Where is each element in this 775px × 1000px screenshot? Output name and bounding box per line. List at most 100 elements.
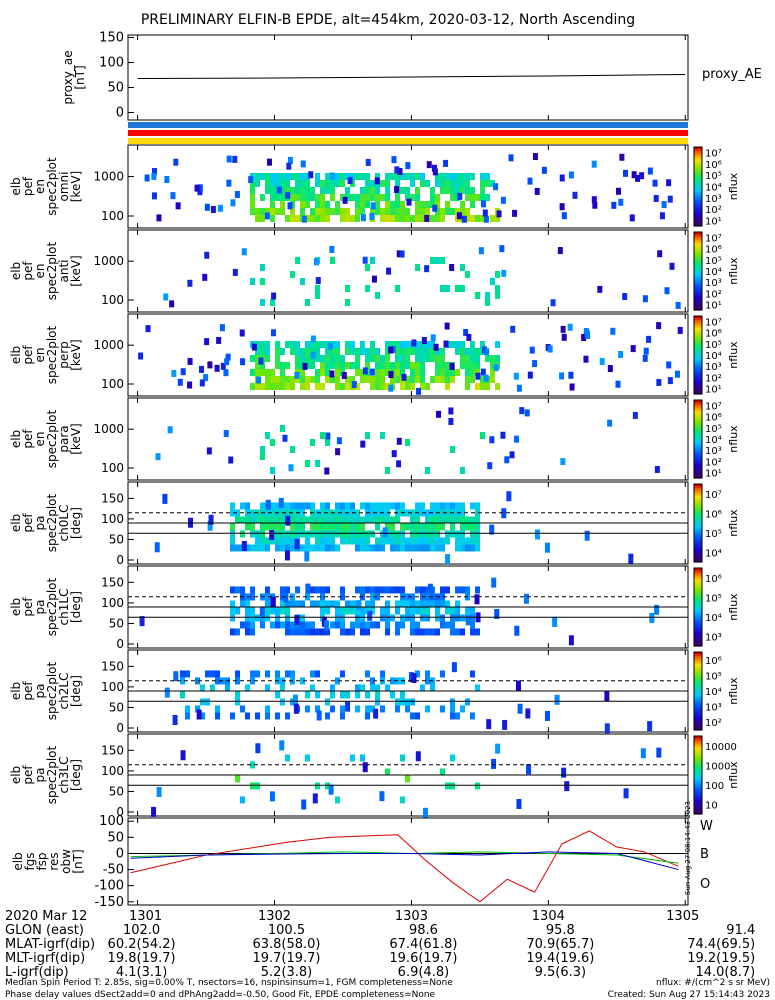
heatmap-cell — [405, 698, 410, 706]
heatmap-cell — [435, 208, 440, 215]
heatmap-cell — [460, 614, 465, 622]
heatmap-cell — [325, 516, 330, 524]
colorbar-cell — [694, 235, 702, 239]
heatmap-cell — [156, 214, 162, 222]
colorbar-cell — [694, 548, 702, 551]
heatmap-cell — [455, 600, 460, 608]
colorbar-cell — [694, 409, 702, 413]
colorbar-cell — [694, 601, 702, 604]
heatmap-cell — [265, 432, 270, 439]
heatmap-cell — [544, 710, 550, 721]
heatmap-cell — [450, 754, 455, 762]
heatmap-cell — [290, 194, 295, 201]
heatmap-cell — [370, 593, 375, 601]
heatmap-cell — [320, 509, 325, 517]
heatmap-cell — [295, 341, 300, 348]
heatmap-cell — [228, 456, 234, 464]
heatmap-cell — [380, 383, 385, 390]
heatmap-cell — [285, 341, 290, 348]
colorbar-cell — [694, 689, 702, 692]
colorbar-cell — [694, 427, 702, 430]
colorbar-cell — [694, 382, 702, 385]
heatmap-cell — [350, 348, 355, 355]
heatmap-cell — [320, 523, 325, 531]
y-tick-label: 1000 — [93, 170, 124, 184]
heatmap-cell — [230, 502, 235, 510]
heatmap-cell — [559, 203, 565, 211]
heatmap-cell — [423, 807, 429, 818]
colorbar-cell — [694, 403, 702, 407]
heatmap-cell — [280, 369, 285, 376]
heatmap-cell — [425, 467, 430, 474]
fgs-vertical-stamp: Sun Aug 27 08:14:43 2023 — [684, 801, 692, 895]
heatmap-cell — [483, 374, 489, 382]
heatmap-cell — [315, 355, 320, 362]
heatmap-cell — [436, 410, 442, 418]
heatmap-cell — [380, 215, 385, 222]
ylabel-line: [deg] — [69, 591, 83, 623]
y-tick-label: 1000 — [93, 254, 124, 268]
heatmap-cell — [410, 516, 415, 524]
heatmap-cell — [370, 194, 375, 201]
heatmap-cell — [335, 614, 340, 622]
heatmap-cell — [365, 355, 370, 362]
heatmap-cell — [365, 158, 371, 166]
colorbar-cell — [694, 677, 702, 680]
heatmap-cell — [475, 684, 480, 692]
heatmap-cell — [493, 183, 499, 191]
colorbar-cell — [694, 583, 702, 587]
heatmap-cell — [275, 180, 280, 187]
y-tick-label: 0 — [116, 637, 124, 651]
heatmap-cell — [300, 614, 305, 622]
heatmap-cell — [440, 600, 445, 608]
heatmap-cell — [371, 275, 377, 283]
colorbar-cell — [694, 560, 702, 563]
heatmap-cell — [265, 537, 270, 545]
colorbar-cell — [694, 462, 702, 465]
heatmap-cell — [400, 796, 405, 804]
heatmap-cell — [430, 544, 435, 552]
colorbar-cell — [694, 415, 702, 419]
ylabel-line: spec2plot — [45, 661, 59, 720]
heatmap-cell — [255, 670, 260, 678]
heatmap-cell — [204, 203, 210, 211]
heatmap-cell — [265, 376, 270, 383]
heatmap-cell — [410, 712, 415, 720]
heatmap-cell — [335, 201, 340, 208]
heatmap-cell — [410, 544, 415, 552]
colorbar-cell — [694, 190, 702, 194]
colorbar-cell — [694, 232, 702, 235]
heatmap-cell — [475, 369, 480, 376]
heatmap-cell — [320, 530, 325, 538]
heatmap-cell — [415, 628, 420, 636]
heatmap-cell — [475, 537, 480, 545]
heatmap-cell — [355, 544, 360, 552]
y-tick-label: 50 — [109, 700, 124, 714]
colorbar-tick-label: 100 — [705, 781, 724, 792]
y-tick-label: 50 — [109, 532, 124, 546]
ylabel-line: [deg] — [69, 759, 83, 791]
heatmap-cell — [335, 355, 340, 362]
heatmap-cell — [315, 348, 320, 355]
heatmap-cell — [270, 369, 275, 376]
heatmap-cell — [340, 614, 345, 622]
colorbar-cell — [694, 166, 702, 170]
heatmap-cell — [465, 187, 470, 194]
heatmap-cell — [460, 628, 465, 636]
heatmap-cell — [435, 614, 440, 622]
heatmap-cell — [430, 516, 435, 524]
heatmap-cell — [435, 537, 440, 545]
heatmap-cell — [305, 299, 310, 306]
colorbar-cell — [694, 497, 702, 501]
heatmap-cell — [390, 523, 395, 531]
heatmap-cell — [245, 684, 250, 692]
colorbar-cell — [694, 503, 702, 507]
heatmap-cell — [395, 285, 400, 292]
heatmap-cell — [270, 502, 275, 510]
heatmap-cell — [415, 544, 420, 552]
heatmap-cell — [430, 530, 435, 538]
heatmap-cell — [380, 614, 385, 622]
heatmap-cell — [325, 712, 330, 720]
heatmap-cell — [561, 333, 567, 341]
